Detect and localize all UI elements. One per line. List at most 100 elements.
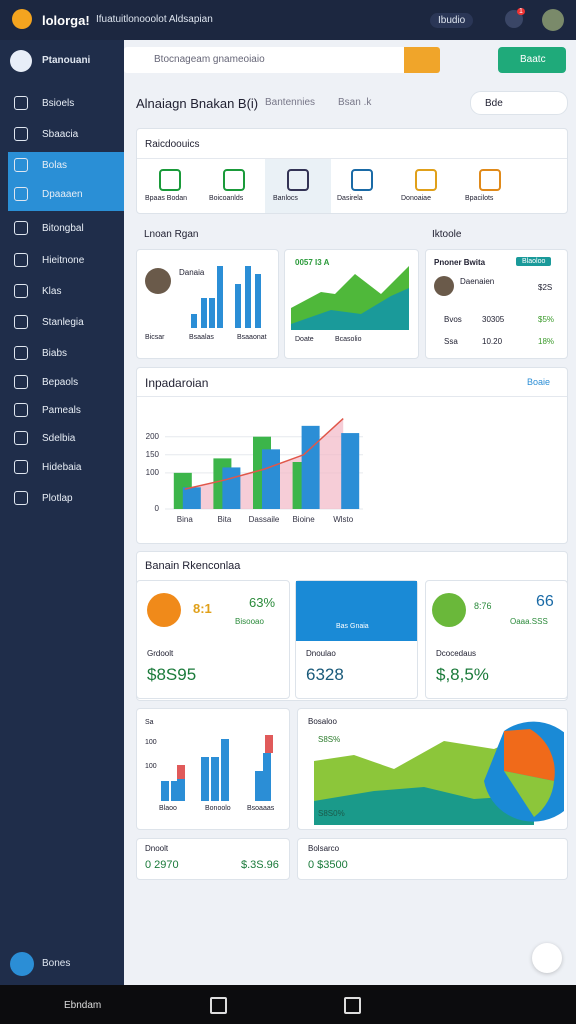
card-label: Bicsar [145,334,165,341]
recents[interactable] [344,997,361,1014]
avatar[interactable] [542,9,564,31]
page-title: Alnaiagn Bnakan B(i) [136,96,259,111]
divider [137,158,567,159]
card-name: Danaia [179,268,205,277]
card-value: 0057 I3 A [295,258,330,267]
row-value: 10.20 [482,337,503,346]
x-label: Bsoaaas [247,805,275,812]
kpi-label: Dcocedaus [436,649,477,658]
chart-control[interactable]: Boaie [527,377,551,387]
area-card: Bosaloo S8S% S8S0% [297,708,568,830]
mini-area [291,266,409,330]
badge: 1 [517,8,525,15]
kpi-pct: 66 [536,593,554,610]
toolbar: Bde [470,91,568,115]
action-button[interactable]: Baatc [498,47,566,73]
home[interactable] [210,997,227,1014]
footer-title: Dnoolt [145,844,169,853]
bar [301,425,320,509]
nav-item[interactable]: Biabs [42,348,68,359]
kpi-top: 8:1 [193,601,212,616]
nav-item[interactable]: Bitongbal [42,223,84,234]
nav-icon [14,315,28,329]
nav-item[interactable]: Dpaaaen [42,189,83,200]
kpi-top: Bas Gnaia [336,623,369,630]
nav-item[interactable]: Hidebaia [42,462,82,473]
shortcut-tile[interactable]: Bpacilots [465,195,494,202]
nav-icon [14,346,28,360]
fab[interactable] [532,943,562,973]
tab[interactable]: Bsan .k [338,97,372,108]
section-title: Banain Rkenconlaa [145,560,241,572]
area-label: S8S% [318,735,341,744]
shortcut-tile[interactable]: Bpaas Bodan [145,195,188,202]
nav-icon [14,284,28,298]
shortcut-tile[interactable]: Banlocs [273,195,298,202]
kpi-card: 8:1 63% Bisooao Grdoolt $8S95 [136,580,290,699]
row-pct: $5% [538,315,555,324]
tick-label: Sa [145,719,154,726]
chart-card: Inpadaroian Boaie 0 100 150 200 Bina Bita Dass… [136,367,568,544]
section-title: Lnoan Rgan [144,229,199,240]
avatar [145,268,171,294]
footer-icon [10,952,34,976]
kpi-sub: Bisooao [235,617,264,626]
nav-icon [14,375,28,389]
y-tick-label: 200 [146,432,160,441]
nav-item[interactable]: Klas [42,286,62,297]
footer-card: Bolsarco 0 $3500 [297,838,568,880]
nav-item[interactable]: Bolas [42,160,68,171]
footer-value: 0 $3500 [308,859,348,871]
y-tick-label: 100 [146,468,160,477]
overview-card: Danaia Bicsar Bsaalas Bsaaonat [136,249,279,359]
nav-item[interactable]: Bsioels [42,98,75,109]
subtitle: Ifuatuitlonooolot Aldsapian [96,14,213,25]
icon [432,593,466,627]
bar [182,487,201,509]
overview-card: 0057 I3 A Doate Bcasolio [284,249,419,359]
mini-area [314,721,564,825]
nav-item[interactable]: Sbaacia [42,129,79,140]
card-value: $2S [538,283,553,292]
tile-icon [223,169,245,191]
nav-item[interactable]: Hieitnone [42,255,85,266]
sidebar: Ptanouani Bones Bsioels Sbaacia Bolas Dpaaa… [0,40,124,985]
sidebar-footer[interactable]: Bones [42,958,71,969]
shortcut-tile[interactable]: Dasirela [337,195,363,202]
row-value: 30305 [482,315,505,324]
nav-icon [14,491,28,505]
row-label: Bvos [444,315,462,324]
user-menu[interactable]: Ibudio [430,13,474,28]
search-button[interactable] [404,47,440,73]
x-tick-label: Bina [177,515,194,524]
y-tick-label: 150 [146,450,160,459]
nav-label[interactable]: Ebndam [64,1000,102,1011]
search[interactable]: Btocnageam gnameoiaio [124,47,440,73]
nav-item[interactable]: Sdelbia [42,433,76,444]
divider [137,396,567,397]
tile-icon [479,169,501,191]
card-badge[interactable]: Blaoloo [516,257,552,266]
nav-item[interactable]: Pameals [42,405,81,416]
toolbar-label[interactable]: Bde [485,98,503,109]
kpi-top: 8:76 [474,601,492,611]
tile-icon [415,169,437,191]
logo [12,9,32,29]
action-label: Baatc [520,54,546,65]
kpi-pct: 63% [249,595,276,610]
card-label: Bsaaonat [237,334,267,341]
row-label: Ssa [444,337,458,346]
x-label: Bonoolo [205,805,231,812]
nav-icon [14,431,28,445]
tile-icon [287,169,309,191]
shortcut-tile[interactable]: Donoaiae [401,195,431,202]
footer-card: Dnoolt 0 2970 $.3S.96 [136,838,290,880]
shortcut-tile[interactable]: Boicoanlds [209,195,244,202]
nav-item[interactable]: Stanlegia [42,317,84,328]
nav-item[interactable]: Bepaols [42,377,79,388]
tile-icon [351,169,373,191]
nav-item[interactable]: Plotlap [42,493,73,504]
tab[interactable]: Bantennies [265,97,316,108]
footer-title: Bolsarco [308,844,340,853]
kpi-sub: Oaaa.SSS [510,617,548,626]
